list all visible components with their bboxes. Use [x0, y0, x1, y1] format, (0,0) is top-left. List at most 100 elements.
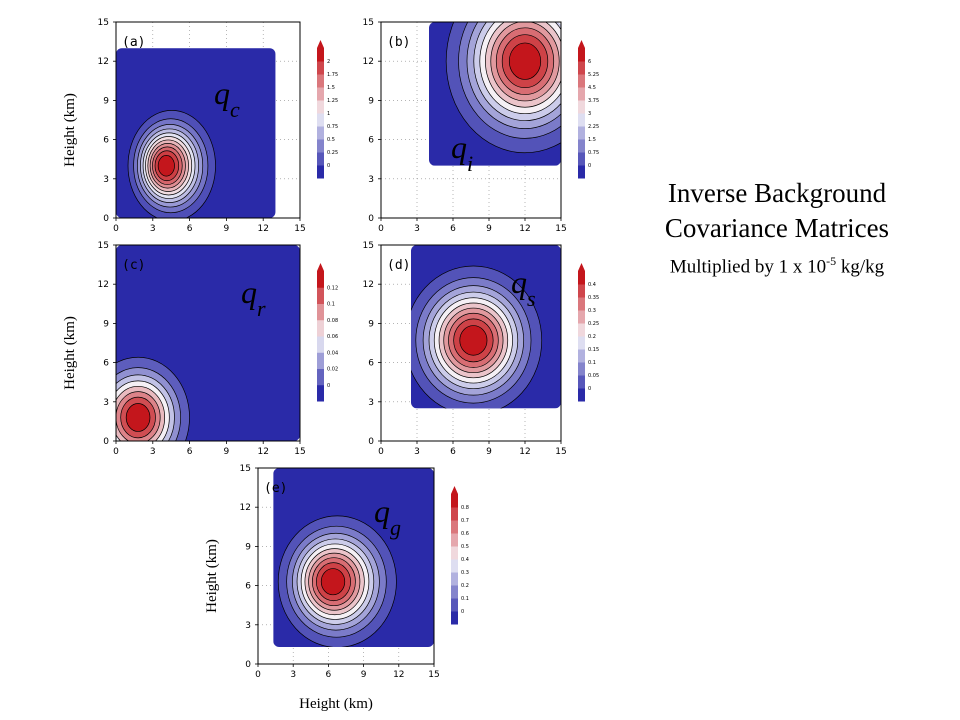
species-label: qi: [451, 129, 473, 176]
contour-level: [125, 403, 151, 432]
contour-group: [411, 245, 561, 409]
y-axis-label: Height (km): [204, 539, 220, 613]
species-label: qc: [214, 75, 240, 122]
colorbar-segment: [317, 165, 324, 179]
x-tick-label: 12: [257, 447, 268, 457]
y-tick-label: 3: [103, 398, 109, 408]
colorbar-arrow: [451, 486, 458, 494]
colorbar-tick-label: 0.08: [327, 318, 338, 324]
colorbar-segment: [578, 100, 585, 114]
subtitle-prefix: Multiplied by 1 x 10: [669, 256, 827, 278]
y-tick-label: 9: [368, 319, 374, 329]
y-tick-label: 12: [98, 57, 109, 67]
colorbar-tick-label: 0.06: [327, 334, 338, 340]
y-tick-label: 12: [363, 57, 374, 67]
colorbar-segment: [578, 349, 585, 363]
colorbar-tick-label: 0.5: [327, 137, 335, 143]
species-subscript: c: [230, 97, 240, 122]
contour-level: [508, 42, 542, 80]
colorbar-tick-label: 2: [327, 59, 330, 65]
y-tick-label: 6: [103, 136, 109, 146]
colorbar-segment: [317, 74, 324, 88]
species-symbol: q: [511, 264, 527, 300]
y-tick-label: 15: [98, 18, 109, 28]
contour-group: [273, 468, 434, 648]
species-symbol: q: [374, 493, 390, 529]
panel-b: 0 3 6 9 12 15 0 3 6 9 12 15 (b) qi 0 0.75 1.5 2.25 3 3.75 4.…: [363, 18, 600, 234]
x-tick-label: 15: [555, 447, 566, 457]
colorbar-segment: [317, 287, 324, 304]
colorbar-tick-label: 0: [327, 383, 330, 389]
species-subscript: r: [257, 296, 266, 321]
colorbar-tick-label: 0.4: [461, 557, 469, 563]
panel-letter: (d): [387, 258, 410, 273]
x-tick-label: 6: [187, 447, 193, 457]
figure-title-line-1: Inverse Background: [667, 178, 887, 208]
colorbar-segment: [578, 139, 585, 153]
y-tick-label: 15: [363, 18, 374, 28]
x-tick-label: 0: [113, 447, 119, 457]
colorbar-segment: [578, 388, 585, 402]
colorbar-tick-label: 0.3: [461, 570, 469, 576]
colorbar-segment: [578, 113, 585, 127]
contour-level: [320, 568, 346, 596]
colorbar-tick-label: 0.02: [327, 367, 338, 373]
panel-letter: (b): [387, 35, 410, 50]
colorbar-arrow: [317, 40, 324, 48]
y-tick-label: 3: [368, 398, 374, 408]
colorbar-segment: [317, 61, 324, 75]
colorbar-arrow: [578, 40, 585, 48]
colorbar-tick-label: 0.7: [461, 518, 469, 524]
colorbar-segment: [578, 297, 585, 311]
colorbar-tick-label: 0.75: [327, 124, 338, 130]
colorbar-segment: [578, 61, 585, 75]
x-tick-label: 6: [450, 224, 456, 234]
figure-title-block: Inverse Background Covariance Matrices M…: [612, 176, 942, 278]
colorbar-tick-label: 0.3: [588, 308, 596, 314]
species-label: qg: [374, 493, 401, 540]
colorbar-arrow: [578, 263, 585, 271]
y-tick-label: 0: [245, 660, 251, 670]
colorbar-tick-label: 0.04: [327, 350, 338, 356]
colorbar-tick-label: 0.4: [588, 282, 596, 288]
contour-group: [429, 22, 561, 166]
colorbar-tick-label: 0: [588, 386, 591, 392]
colorbar-segment: [578, 271, 585, 285]
species-subscript: s: [527, 286, 536, 311]
colorbar-segment: [451, 585, 458, 599]
x-tick-label: 3: [150, 224, 156, 234]
plot-frame: [257, 467, 435, 665]
species-label: qr: [241, 274, 266, 321]
species-symbol: q: [451, 129, 467, 165]
x-tick-label: 9: [224, 447, 230, 457]
y-tick-label: 6: [368, 359, 374, 369]
colorbar-tick-label: 2.25: [588, 124, 599, 130]
colorbar-tick-label: 0.8: [461, 505, 469, 511]
contour-level: [157, 155, 175, 177]
figure-title-line-2: Covariance Matrices: [664, 213, 890, 243]
y-tick-label: 0: [103, 214, 109, 224]
colorbar-segment: [451, 494, 458, 508]
x-tick-label: 3: [414, 224, 420, 234]
y-tick-label: 12: [98, 280, 109, 290]
colorbar-segment: [317, 87, 324, 101]
colorbar-tick-label: 1.5: [588, 137, 596, 143]
species-subscript: i: [467, 151, 473, 176]
colorbar-tick-label: 0.1: [461, 596, 469, 602]
colorbar-segment: [317, 100, 324, 114]
x-axis-label: Height (km): [299, 696, 373, 712]
plot-frame: [380, 21, 562, 219]
x-tick-label: 9: [486, 224, 492, 234]
x-tick-label: 0: [378, 224, 384, 234]
x-tick-label: 12: [257, 224, 268, 234]
colorbar-tick-label: 4.5: [588, 85, 596, 91]
colorbar-segment: [578, 336, 585, 350]
x-tick-label: 15: [428, 670, 439, 680]
x-tick-label: 15: [294, 447, 305, 457]
colorbar-tick-label: 0: [461, 609, 464, 615]
colorbar-tick-label: 0: [327, 163, 330, 169]
y-tick-label: 3: [368, 175, 374, 185]
x-tick-label: 9: [361, 670, 367, 680]
y-axis-label: Height (km): [62, 316, 78, 390]
